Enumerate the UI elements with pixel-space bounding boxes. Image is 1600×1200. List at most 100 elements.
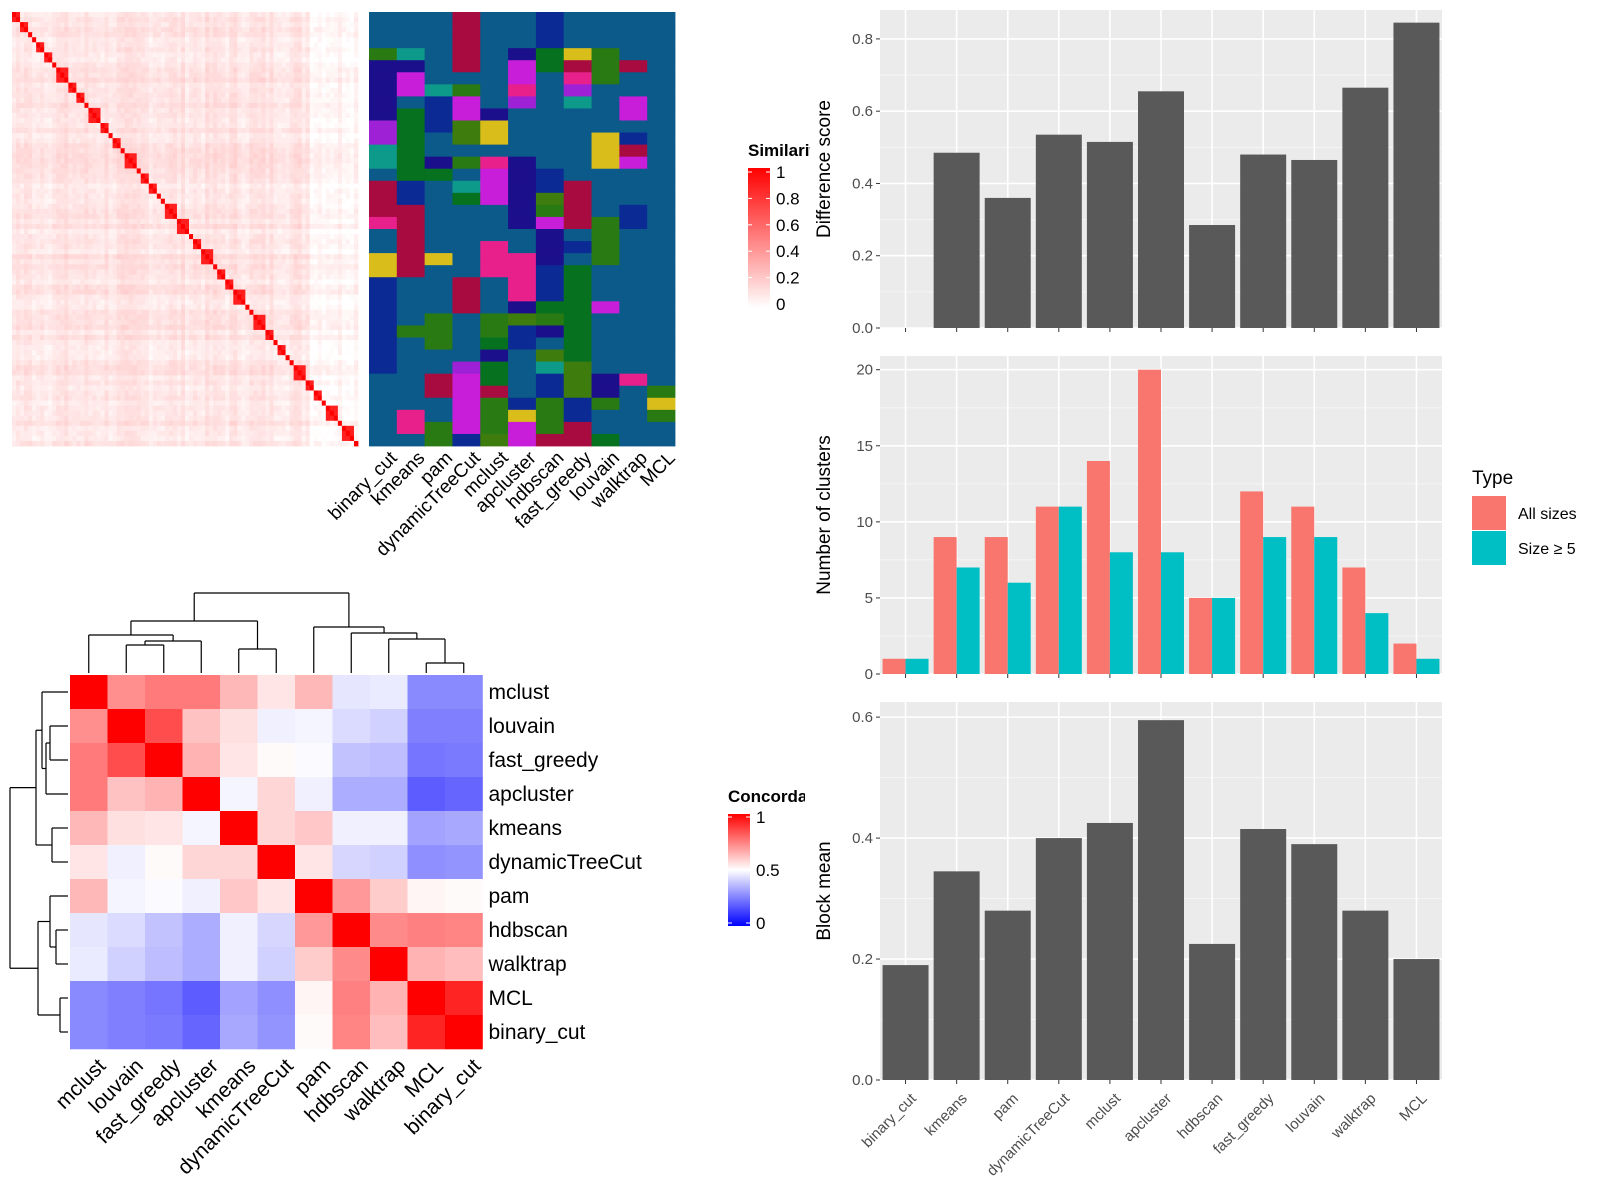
similarity-cell	[20, 32, 25, 38]
similarity-cell	[56, 158, 61, 164]
similarity-cell	[341, 279, 347, 285]
similarity-cell	[32, 193, 37, 200]
similarity-cell	[185, 239, 190, 245]
similarity-cell	[253, 183, 258, 190]
similarity-cell	[172, 299, 178, 306]
similarity-cell	[201, 208, 206, 215]
similarity-cell	[341, 102, 347, 109]
similarity-cell	[44, 17, 49, 23]
similarity-cell	[28, 42, 33, 48]
similarity-cell	[108, 289, 113, 296]
similarity-cell	[321, 158, 327, 164]
similarity-cell	[221, 117, 226, 124]
similarity-cell	[321, 183, 327, 190]
similarity-cell	[185, 117, 190, 124]
similarity-cell	[205, 12, 210, 18]
similarity-cell	[213, 148, 218, 154]
similarity-cell	[40, 178, 45, 184]
similarity-cell	[80, 284, 85, 290]
similarity-cell	[32, 249, 37, 255]
similarity-cell	[245, 218, 250, 225]
similarity-cell	[289, 239, 295, 245]
similarity-cell	[60, 198, 65, 205]
similarity-cell	[321, 254, 327, 260]
similarity-cell	[16, 259, 21, 265]
similarity-cell	[104, 279, 109, 285]
similarity-cell	[96, 82, 101, 89]
similarity-cell	[52, 264, 57, 270]
similarity-cell	[80, 17, 85, 23]
similarity-cell	[349, 107, 355, 114]
similarity-cell	[168, 138, 174, 144]
similarity-cell	[108, 97, 113, 104]
similarity-cell	[341, 87, 347, 94]
similarity-cell	[289, 62, 295, 68]
similarity-cell	[285, 123, 291, 129]
similarity-cell	[60, 173, 65, 179]
similarity-cell	[261, 22, 266, 28]
similarity-cell	[148, 183, 154, 190]
similarity-cell	[321, 269, 327, 275]
similarity-cell	[237, 173, 242, 179]
similarity-cell	[92, 213, 97, 220]
similarity-cell	[229, 52, 234, 58]
similarity-cell	[309, 138, 315, 144]
similarity-cell	[104, 289, 109, 296]
similarity-cell	[297, 22, 303, 28]
similarity-cell	[16, 198, 21, 205]
similarity-cell	[76, 188, 81, 195]
similarity-cell	[112, 37, 118, 43]
similarity-cell	[261, 193, 266, 200]
similarity-cell	[213, 77, 218, 84]
similarity-cell	[329, 254, 335, 260]
similarity-cell	[205, 168, 210, 174]
similarity-cell	[160, 112, 166, 119]
similarity-cell	[261, 234, 266, 240]
similarity-cell	[297, 37, 303, 43]
similarity-cell	[132, 57, 138, 63]
similarity-cell	[349, 284, 355, 290]
similarity-cell	[229, 234, 234, 240]
similarity-cell	[168, 107, 174, 114]
similarity-cell	[104, 37, 109, 43]
similarity-cell	[185, 208, 190, 215]
similarity-cell	[329, 259, 335, 265]
similarity-cell	[24, 133, 29, 139]
similarity-cell	[229, 82, 234, 89]
similarity-cell	[345, 279, 351, 285]
similarity-cell	[289, 138, 295, 144]
similarity-cell	[144, 82, 150, 89]
similarity-cell	[172, 117, 178, 124]
similarity-cell	[189, 244, 194, 250]
similarity-cell	[152, 12, 158, 18]
similarity-cell	[136, 239, 142, 245]
similarity-cell	[281, 77, 286, 84]
similarity-cell	[293, 52, 299, 58]
similarity-cell	[265, 62, 270, 68]
similarity-cell	[88, 279, 93, 285]
similarity-cell	[140, 193, 146, 200]
similarity-cell	[337, 208, 343, 215]
similarity-cell	[317, 168, 323, 174]
similarity-cell	[168, 82, 174, 89]
similarity-cell	[213, 47, 218, 53]
similarity-cell	[325, 112, 331, 119]
similarity-cell	[337, 249, 343, 255]
similarity-cell	[301, 52, 307, 58]
similarity-cell	[289, 82, 295, 89]
similarity-cell	[88, 239, 93, 245]
similarity-cell	[48, 153, 53, 159]
similarity-cell	[40, 158, 45, 164]
similarity-cell	[96, 188, 101, 195]
similarity-cell	[313, 62, 319, 68]
similarity-cell	[277, 188, 282, 195]
similarity-cell	[120, 47, 126, 53]
similarity-cell	[217, 178, 222, 184]
similarity-cell	[96, 213, 101, 220]
similarity-cell	[156, 163, 162, 169]
similarity-cell	[176, 289, 182, 296]
similarity-cell	[345, 229, 351, 235]
similarity-cell	[36, 274, 41, 280]
similarity-cell	[277, 284, 282, 290]
similarity-cell	[96, 294, 101, 301]
